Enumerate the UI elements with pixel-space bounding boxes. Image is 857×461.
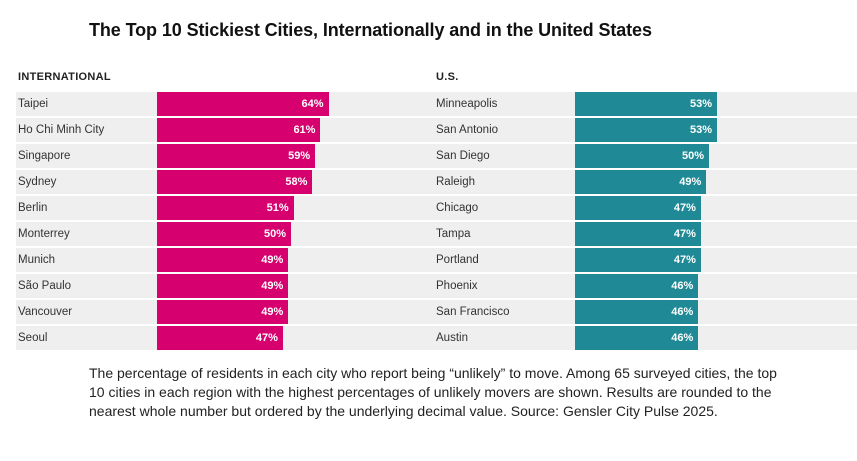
bar-row: San Francisco 46% xyxy=(434,300,857,324)
category-label: Berlin xyxy=(18,202,48,214)
bar: 61% xyxy=(157,118,321,142)
value-label: 50% xyxy=(681,150,704,162)
category-label: Portland xyxy=(436,254,479,266)
bar: 53% xyxy=(575,92,718,116)
bar: 49% xyxy=(157,300,289,324)
bar: 46% xyxy=(575,274,699,298)
value-label: 49% xyxy=(679,176,702,188)
category-label: Minneapolis xyxy=(436,98,498,110)
bar-row: Seoul 47% xyxy=(16,326,443,350)
value-label: 49% xyxy=(261,280,284,292)
category-label: São Paulo xyxy=(18,280,72,292)
bar-row: Berlin 51% xyxy=(16,196,443,220)
value-label: 64% xyxy=(301,98,324,110)
bar-row: Monterrey 50% xyxy=(16,222,443,246)
us-bar-chart: Minneapolis 53% San Antonio 53% San Diego 50%… xyxy=(434,92,857,352)
chart-caption: The percentage of residents in each city… xyxy=(89,365,777,419)
bar: 49% xyxy=(157,274,289,298)
category-label: Sydney xyxy=(18,176,57,188)
bar-row: San Diego 50% xyxy=(434,144,857,168)
category-label: Monterrey xyxy=(18,228,70,240)
bar-row: Minneapolis 53% xyxy=(434,92,857,116)
bar: 47% xyxy=(157,326,283,350)
bar: 49% xyxy=(157,248,289,272)
value-label: 59% xyxy=(288,150,311,162)
category-label: Vancouver xyxy=(18,306,73,318)
value-label: 61% xyxy=(293,124,316,136)
bar: 47% xyxy=(575,222,701,246)
us-panel-title: U.S. xyxy=(436,71,459,83)
category-label: Seoul xyxy=(18,332,48,344)
bar-row: Tampa 47% xyxy=(434,222,857,246)
category-label: San Francisco xyxy=(436,306,510,318)
bar: 53% xyxy=(575,118,718,142)
bar: 51% xyxy=(157,196,294,220)
bar-row: Vancouver 49% xyxy=(16,300,443,324)
category-label: Chicago xyxy=(436,202,479,214)
value-label: 46% xyxy=(671,332,694,344)
category-label: Singapore xyxy=(18,150,71,162)
bar: 64% xyxy=(157,92,329,116)
category-label: Tampa xyxy=(436,228,471,240)
value-label: 47% xyxy=(673,202,696,214)
value-label: 49% xyxy=(261,306,284,318)
bar: 47% xyxy=(575,196,701,220)
category-label: San Antonio xyxy=(436,124,499,136)
value-label: 46% xyxy=(671,280,694,292)
chart-title: The Top 10 Stickiest Cities, Internation… xyxy=(89,20,652,40)
value-label: 58% xyxy=(285,176,308,188)
bar-row: São Paulo 49% xyxy=(16,274,443,298)
international-panel-title: INTERNATIONAL xyxy=(18,71,111,83)
bar: 58% xyxy=(157,170,313,194)
bar: 46% xyxy=(575,326,699,350)
bar-row: Phoenix 46% xyxy=(434,274,857,298)
bar: 49% xyxy=(575,170,707,194)
bar-row: Munich 49% xyxy=(16,248,443,272)
bar-row: Singapore 59% xyxy=(16,144,443,168)
bar-row: Chicago 47% xyxy=(434,196,857,220)
value-label: 50% xyxy=(263,228,286,240)
value-label: 47% xyxy=(673,254,696,266)
value-label: 47% xyxy=(673,228,696,240)
category-label: Raleigh xyxy=(436,176,475,188)
international-bar-chart: Taipei 64% Ho Chi Minh City 61% Singapore 59%… xyxy=(16,92,443,352)
bar-row: Taipei 64% xyxy=(16,92,443,116)
value-label: 49% xyxy=(261,254,284,266)
bar: 50% xyxy=(575,144,709,168)
bar-row: Austin 46% xyxy=(434,326,857,350)
category-label: Ho Chi Minh City xyxy=(18,124,105,136)
category-label: Taipei xyxy=(18,98,49,110)
value-label: 53% xyxy=(690,124,713,136)
bar-row: Ho Chi Minh City 61% xyxy=(16,118,443,142)
value-label: 46% xyxy=(671,306,694,318)
bar: 50% xyxy=(157,222,291,246)
value-label: 47% xyxy=(255,332,278,344)
category-label: Phoenix xyxy=(436,280,478,292)
category-label: San Diego xyxy=(436,150,490,162)
bar: 47% xyxy=(575,248,701,272)
value-label: 53% xyxy=(690,98,713,110)
bar: 46% xyxy=(575,300,699,324)
category-label: Austin xyxy=(436,332,468,344)
bar-row: San Antonio 53% xyxy=(434,118,857,142)
bar-row: Raleigh 49% xyxy=(434,170,857,194)
bar-row: Sydney 58% xyxy=(16,170,443,194)
bar-row: Portland 47% xyxy=(434,248,857,272)
value-label: 51% xyxy=(266,202,289,214)
bar: 59% xyxy=(157,144,316,168)
category-label: Munich xyxy=(18,254,56,266)
